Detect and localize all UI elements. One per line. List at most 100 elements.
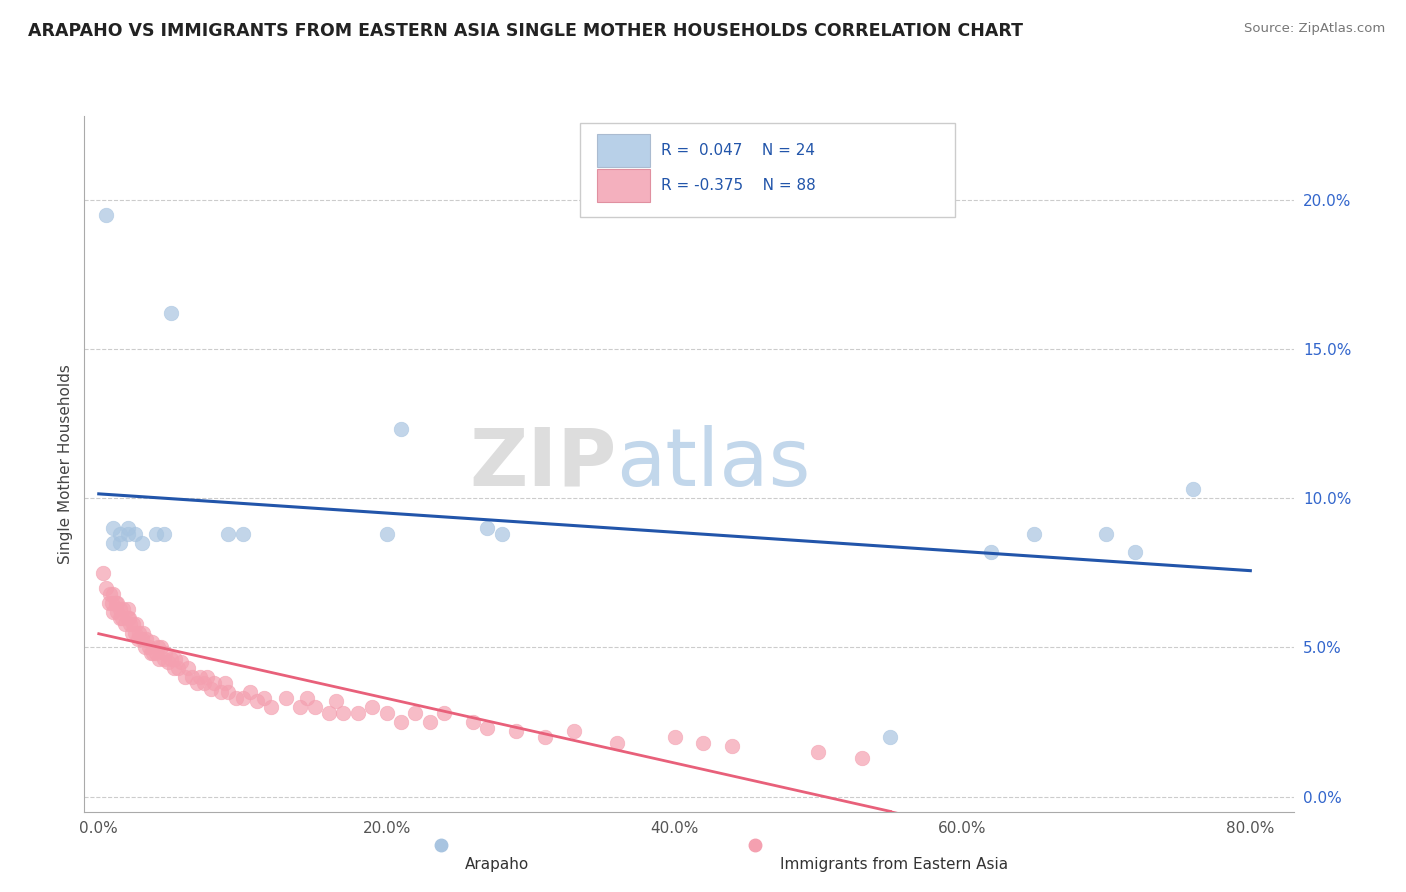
Text: Source: ZipAtlas.com: Source: ZipAtlas.com — [1244, 22, 1385, 36]
Point — [117, 527, 139, 541]
Point — [110, 527, 132, 541]
Point — [325, 694, 347, 708]
Point — [145, 527, 167, 541]
Point — [105, 596, 128, 610]
Point — [117, 521, 139, 535]
Point — [253, 691, 276, 706]
Point — [124, 625, 146, 640]
Text: R =  0.047    N = 24: R = 0.047 N = 24 — [661, 144, 815, 158]
Point — [239, 685, 262, 699]
Point — [375, 527, 398, 541]
Point — [167, 661, 190, 675]
Point — [389, 423, 412, 437]
Point — [127, 632, 149, 646]
Point — [111, 610, 134, 624]
Point — [332, 706, 354, 721]
Point — [125, 616, 148, 631]
Point — [141, 634, 163, 648]
Point — [195, 670, 218, 684]
Point — [139, 647, 162, 661]
Point — [361, 700, 384, 714]
Point — [131, 536, 153, 550]
Point — [149, 640, 172, 655]
Point — [246, 694, 269, 708]
Point — [375, 706, 398, 721]
FancyBboxPatch shape — [598, 134, 650, 168]
Point — [274, 691, 297, 706]
Point — [389, 715, 412, 730]
Point — [138, 640, 160, 655]
Point — [101, 521, 124, 535]
Point — [117, 610, 139, 624]
Point — [145, 647, 167, 661]
Point — [122, 616, 145, 631]
Point — [297, 691, 319, 706]
Point — [664, 730, 686, 744]
Point — [347, 706, 370, 721]
Point — [181, 670, 204, 684]
Point — [879, 730, 901, 744]
Point — [232, 527, 254, 541]
FancyBboxPatch shape — [598, 169, 650, 202]
Point — [114, 616, 136, 631]
Point — [606, 736, 628, 750]
Text: ARAPAHO VS IMMIGRANTS FROM EASTERN ASIA SINGLE MOTHER HOUSEHOLDS CORRELATION CHA: ARAPAHO VS IMMIGRANTS FROM EASTERN ASIA … — [28, 22, 1024, 40]
Point — [94, 581, 117, 595]
Point — [461, 715, 484, 730]
Point — [132, 625, 155, 640]
Point — [120, 616, 142, 631]
Point — [159, 306, 181, 320]
Point — [217, 685, 239, 699]
Point — [217, 527, 239, 541]
Point — [290, 700, 312, 714]
Point — [100, 596, 122, 610]
Point — [152, 527, 174, 541]
Point — [188, 670, 211, 684]
Point — [505, 724, 527, 739]
Text: Immigrants from Eastern Asia: Immigrants from Eastern Asia — [779, 857, 1008, 872]
Point — [232, 691, 254, 706]
Point — [152, 652, 174, 666]
Point — [153, 647, 176, 661]
Point — [142, 647, 165, 661]
Point — [980, 545, 1002, 559]
Point — [1095, 527, 1118, 541]
Point — [419, 715, 441, 730]
Point — [148, 652, 170, 666]
Point — [110, 610, 132, 624]
Point — [202, 676, 225, 690]
Point — [534, 730, 557, 744]
Point — [404, 706, 426, 721]
Point — [124, 527, 146, 541]
Point — [156, 656, 179, 670]
Point — [692, 736, 714, 750]
Point — [112, 601, 135, 615]
Point — [193, 676, 215, 690]
Text: R = -0.375    N = 88: R = -0.375 N = 88 — [661, 178, 815, 193]
Point — [121, 625, 143, 640]
Point — [433, 706, 456, 721]
Point — [174, 670, 197, 684]
Point — [101, 605, 124, 619]
Point — [1181, 482, 1204, 496]
Point — [128, 625, 150, 640]
Point — [721, 739, 744, 753]
Point — [851, 751, 873, 765]
Text: ZIP: ZIP — [470, 425, 616, 503]
Point — [110, 601, 132, 615]
Point — [146, 640, 169, 655]
Point — [562, 724, 585, 739]
Point — [110, 536, 132, 550]
Text: Arapaho: Arapaho — [465, 857, 530, 872]
Point — [209, 685, 232, 699]
Point — [101, 536, 124, 550]
Point — [159, 652, 181, 666]
Point — [101, 587, 124, 601]
Point — [94, 207, 117, 221]
Point — [214, 676, 236, 690]
Point — [118, 610, 141, 624]
Point — [107, 605, 129, 619]
Point — [477, 521, 499, 535]
Point — [98, 587, 121, 601]
Point — [200, 682, 222, 697]
